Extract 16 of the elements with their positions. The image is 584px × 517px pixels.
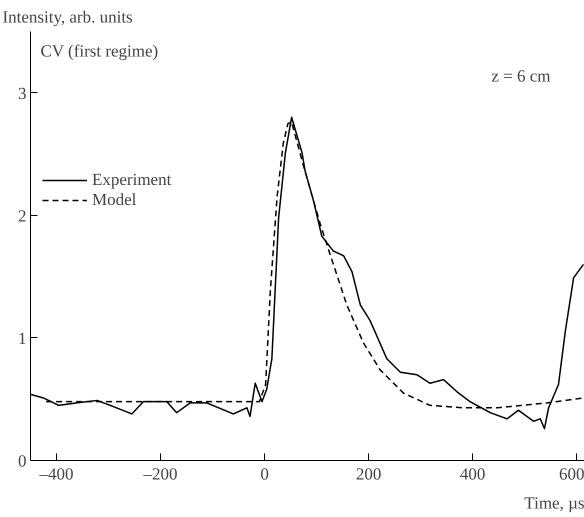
y-tick-label: 1	[18, 328, 26, 348]
x-tick-label: 0	[260, 464, 269, 484]
y-axis-title: Intensity, arb. units	[2, 8, 133, 26]
x-tick-label: 400	[460, 464, 486, 484]
legend-label: Experiment	[92, 170, 172, 190]
x-tick-label: –400	[38, 464, 74, 484]
y-tick-label: 3	[18, 84, 26, 103]
y-tick-label: 2	[18, 206, 26, 226]
annotation: CV (first regime)	[40, 42, 158, 60]
legend-label: Model	[92, 190, 136, 210]
x-tick-label: –200	[142, 464, 178, 484]
x-tick-label: 200	[356, 464, 382, 484]
y-tick-label: 0	[18, 452, 26, 470]
x-axis-title: Time, µs	[524, 494, 584, 512]
annotation: z = 6 cm	[491, 66, 551, 86]
x-tick-label: 600	[559, 464, 584, 484]
